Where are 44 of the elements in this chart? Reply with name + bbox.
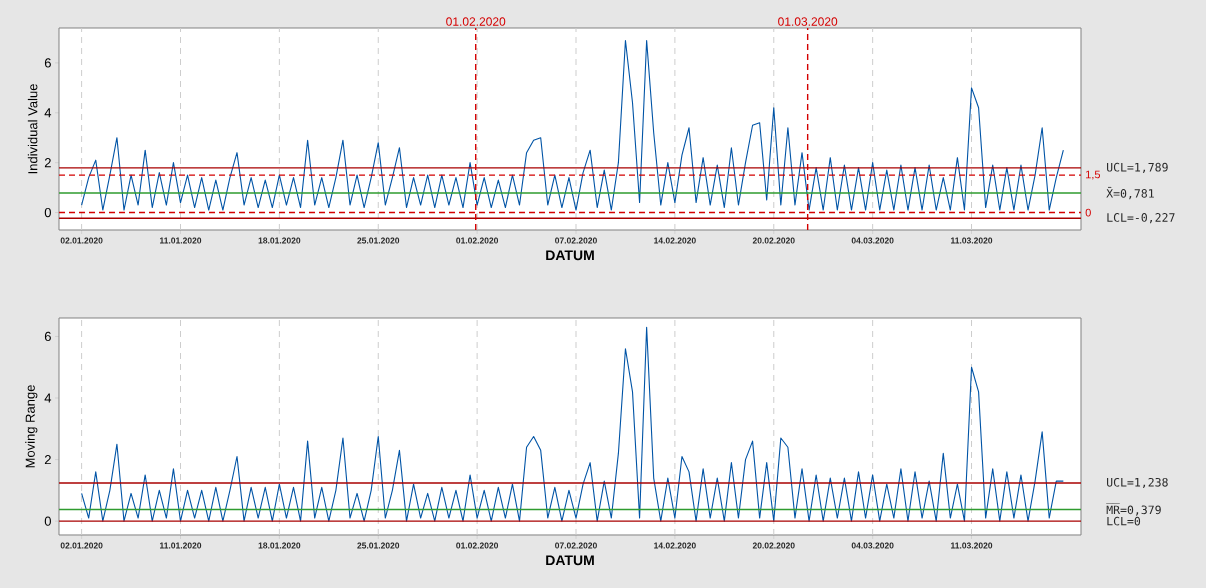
ref-line-label: M̅R̅=0,379 bbox=[1106, 503, 1161, 516]
y-tick-label: 6 bbox=[44, 58, 51, 68]
y-tick-label: 0 bbox=[44, 207, 51, 218]
ref-line-label: LCL=0 bbox=[1107, 516, 1141, 526]
y-tick-label: 4 bbox=[44, 108, 52, 118]
x-tick-label: 18.01.2020 bbox=[258, 542, 301, 549]
y-tick-label: 6 bbox=[44, 331, 51, 342]
x-tick-label: 01.02.2020 bbox=[456, 542, 499, 549]
ref-line-label: 0 bbox=[1085, 208, 1091, 217]
x-axis-title: DATUM bbox=[546, 555, 594, 566]
ref-line-label: 1,5 bbox=[1086, 170, 1101, 180]
text: 01.03.2020 bbox=[778, 17, 838, 26]
x-tick-label: 11.01.2020 bbox=[159, 237, 202, 244]
line-series bbox=[81, 326, 1064, 522]
x-tick-label: 18.01.2020 bbox=[258, 237, 301, 244]
ref-line-label: UCL=1,789 bbox=[1107, 162, 1168, 173]
x-tick-label: 25.01.2020 bbox=[357, 237, 400, 244]
x-tick-label: 07.02.2020 bbox=[555, 237, 597, 244]
x-tick-label: 11.03.2020 bbox=[951, 237, 993, 244]
x-tick-label: 04.03.2020 bbox=[851, 237, 894, 244]
x-axis-title: DATUM bbox=[546, 250, 594, 261]
ref-line-label: X̄=0,781 bbox=[1106, 186, 1154, 200]
x-tick-label: 11.01.2020 bbox=[159, 542, 202, 549]
x-tick-label: 02.01.2020 bbox=[60, 542, 103, 549]
x-tick-label: 20.02.2020 bbox=[752, 542, 795, 549]
ref-line-label: LCL=-0,227 bbox=[1107, 213, 1175, 224]
x-tick-label: 25.01.2020 bbox=[357, 542, 400, 549]
y-axis-title: Individual Value bbox=[27, 84, 38, 174]
x-tick-label: 14.02.2020 bbox=[654, 542, 696, 549]
x-tick-label: 20.02.2020 bbox=[752, 237, 795, 244]
y-axis-title: Moving Range bbox=[25, 385, 38, 468]
y-tick-label: 2 bbox=[44, 455, 51, 465]
x-tick-label: 11.03.2020 bbox=[951, 542, 993, 549]
x-tick-label: 07.02.2020 bbox=[555, 542, 597, 549]
line-series bbox=[81, 39, 1064, 211]
y-tick-label: 4 bbox=[44, 393, 52, 403]
text: 01.02.2020 bbox=[446, 17, 506, 26]
x-tick-label: 01.02.2020 bbox=[456, 237, 499, 244]
x-tick-label: 14.02.2020 bbox=[654, 237, 696, 244]
x-tick-label: 02.01.2020 bbox=[60, 237, 103, 244]
x-tick-label: 04.03.2020 bbox=[851, 542, 894, 549]
y-tick-label: 0 bbox=[44, 516, 51, 526]
y-tick-label: 2 bbox=[44, 158, 51, 168]
ref-line-label: UCL=1,238 bbox=[1107, 477, 1168, 489]
